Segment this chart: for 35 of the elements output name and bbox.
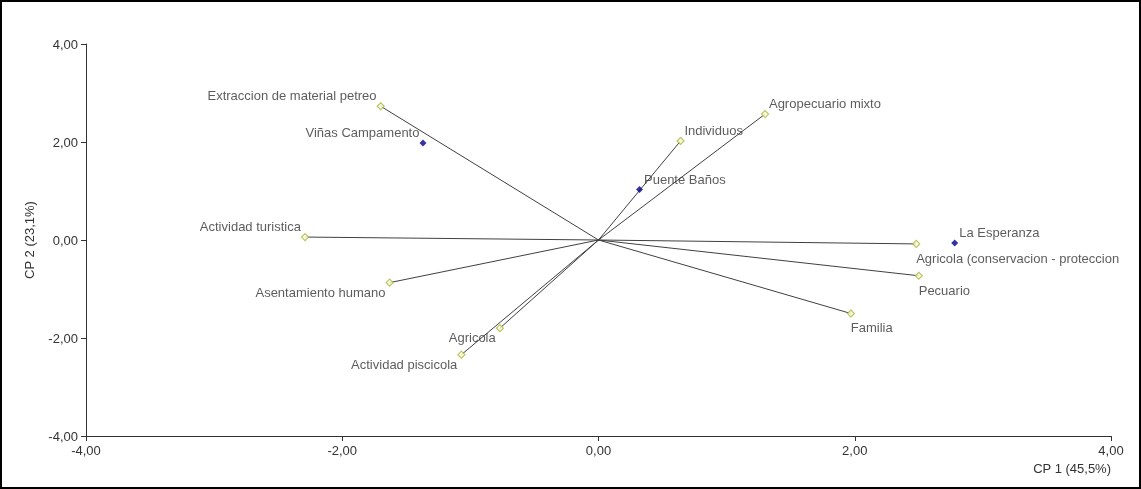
point — [385, 278, 394, 287]
data-label: Actividad piscicola — [351, 356, 459, 372]
point — [914, 271, 923, 280]
point — [376, 102, 385, 111]
data-label: Asentamiento humano — [255, 284, 386, 300]
point — [419, 139, 427, 147]
point — [300, 232, 310, 242]
x-tick-label: 2,00 — [842, 443, 868, 458]
y-tick-label: 4,00 — [52, 36, 78, 52]
point — [951, 239, 959, 247]
point — [457, 350, 466, 359]
y-tick-label: 2,00 — [52, 134, 78, 150]
data-label: Agricola (conservacion - proteccion — [916, 250, 1120, 266]
data-label: La Esperanza — [959, 225, 1041, 241]
x-axis-title: CP 1 (45,5%) — [1033, 461, 1111, 476]
point — [636, 186, 643, 194]
point — [760, 109, 770, 119]
data-label: Familia — [850, 320, 894, 336]
x-tick-label: 4,00 — [1098, 443, 1124, 458]
x-tick-label: 0,00 — [585, 443, 612, 458]
data-label: Viñas Campamento — [305, 125, 420, 141]
data-label: Individuos — [684, 122, 744, 138]
point — [495, 324, 504, 333]
point — [846, 309, 856, 318]
data-label: Pecuario — [918, 282, 971, 298]
y-tick-label: -2,00 — [48, 330, 78, 346]
data-label: Actividad turistica — [199, 218, 302, 234]
data-label: Agropecuario mixto — [768, 95, 881, 111]
point — [912, 239, 921, 249]
data-label: Extraccion de material petreo — [207, 88, 377, 104]
x-tick-label: -4,00 — [71, 443, 101, 458]
x-tick-label: -2,00 — [327, 443, 358, 458]
y-tick-label: 0,00 — [52, 232, 78, 248]
y-tick-label: -4,00 — [48, 428, 78, 444]
y-axis-title: CP 2 (23,1%) — [22, 201, 37, 279]
